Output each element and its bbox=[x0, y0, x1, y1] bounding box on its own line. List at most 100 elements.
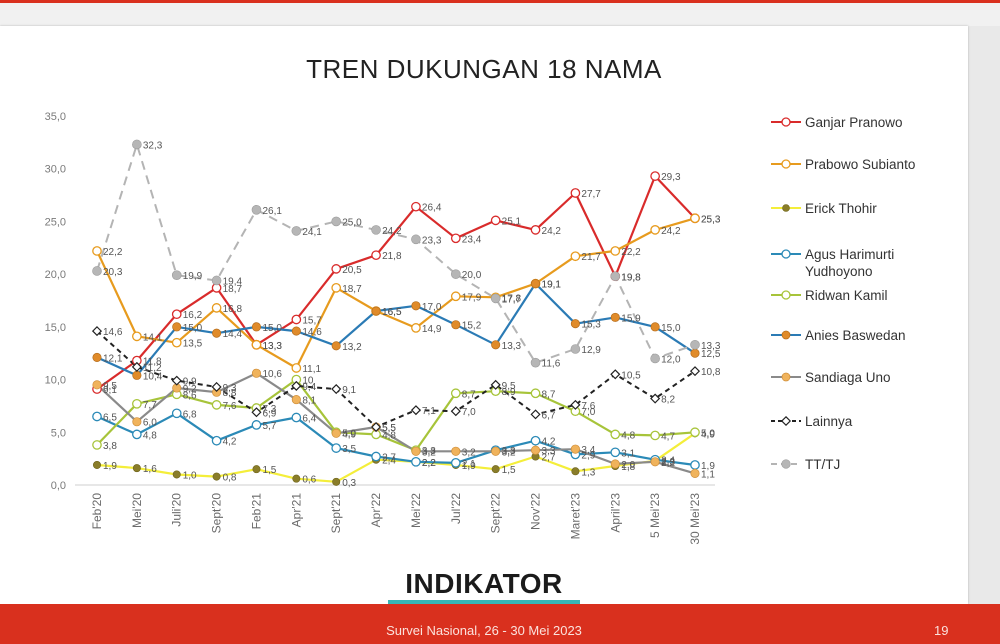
y-tick-label: 30,0 bbox=[45, 164, 66, 176]
series-point-1 bbox=[411, 323, 421, 333]
data-label-1: 24,2 bbox=[661, 226, 681, 237]
x-tick-label: Mei'22 bbox=[409, 493, 423, 528]
data-label-5: 13,2 bbox=[342, 342, 362, 353]
series-point-5 bbox=[251, 322, 262, 332]
series-point-4 bbox=[530, 388, 541, 399]
series-point-6 bbox=[451, 446, 461, 456]
data-label-3: 2,9 bbox=[581, 450, 595, 461]
series-point-6 bbox=[331, 428, 341, 438]
data-label-5: 15,0 bbox=[661, 323, 681, 334]
data-label-3: 4,8 bbox=[143, 430, 157, 441]
data-label-6: 3,3 bbox=[542, 446, 556, 457]
data-label-4: 5,0 bbox=[701, 428, 715, 439]
y-tick-label: 35,0 bbox=[45, 111, 66, 123]
data-label-7: 6,9 bbox=[262, 408, 276, 419]
data-label-6: 10,6 bbox=[262, 369, 282, 380]
data-label-7: 9,4 bbox=[302, 382, 316, 393]
x-tick-label: Feb'20 bbox=[90, 493, 104, 530]
data-label-4: 7,0 bbox=[581, 407, 595, 418]
x-tick-label: 30 Mei'23 bbox=[688, 493, 702, 545]
series-point-8 bbox=[610, 271, 621, 282]
series-point-7 bbox=[450, 406, 461, 417]
legend-marker-2 bbox=[782, 204, 790, 212]
y-tick-label: 5,0 bbox=[51, 427, 66, 439]
data-label-3: 6,4 bbox=[302, 414, 316, 425]
data-label-6: 9,2 bbox=[183, 384, 197, 395]
series-point-0 bbox=[450, 233, 461, 244]
series-point-5 bbox=[570, 319, 580, 329]
data-label-2: 1,9 bbox=[103, 461, 117, 472]
series-point-3 bbox=[411, 456, 421, 467]
series-point-4 bbox=[650, 430, 660, 441]
series-point-6 bbox=[530, 445, 541, 455]
series-point-3 bbox=[371, 451, 381, 462]
data-label-6: 3,2 bbox=[422, 447, 436, 458]
data-label-3: 2,1 bbox=[462, 459, 476, 470]
data-label-8: 19,4 bbox=[223, 276, 243, 287]
data-label-2: 1,6 bbox=[143, 464, 157, 475]
series-point-0 bbox=[331, 264, 342, 274]
x-tick-label: Feb'21 bbox=[249, 493, 263, 530]
footer-text: Survei Nasional, 26 - 30 Mei 2023 bbox=[386, 623, 582, 638]
data-label-6: 9,5 bbox=[103, 381, 117, 392]
data-label-7: 14,6 bbox=[103, 327, 123, 338]
data-label-5: 15,0 bbox=[183, 323, 203, 334]
y-tick-label: 0,0 bbox=[51, 480, 66, 492]
data-label-2: 1,0 bbox=[183, 470, 197, 481]
data-label-4: 3,3 bbox=[422, 446, 436, 457]
y-tick-label: 10,0 bbox=[45, 375, 66, 387]
data-label-2: 0,3 bbox=[342, 478, 356, 489]
data-label-8: 26,1 bbox=[262, 206, 282, 217]
series-point-3 bbox=[450, 458, 461, 468]
series-line-5 bbox=[96, 282, 696, 377]
data-label-7: 10,8 bbox=[701, 367, 721, 378]
data-label-1: 19,1 bbox=[542, 280, 562, 291]
data-label-7: 9,5 bbox=[502, 381, 516, 392]
data-label-7: 5,5 bbox=[382, 423, 396, 434]
x-tick-label: April'23 bbox=[608, 493, 622, 533]
data-label-1: 25,3 bbox=[701, 214, 721, 225]
legend-label-6: Sandiaga Uno bbox=[805, 370, 891, 385]
series-point-1 bbox=[690, 213, 700, 224]
legend-label-1: Prabowo Subianto bbox=[805, 157, 915, 172]
data-label-4: 7,3 bbox=[262, 404, 276, 415]
data-label-4: 7,7 bbox=[143, 400, 157, 411]
series-point-7 bbox=[91, 326, 103, 337]
series-line-8 bbox=[96, 143, 696, 364]
data-label-7: 8,2 bbox=[661, 395, 675, 406]
data-label-6: 4,9 bbox=[342, 429, 356, 440]
data-label-2: 1,5 bbox=[262, 465, 276, 476]
series-point-0 bbox=[490, 215, 501, 226]
data-label-2: 2,7 bbox=[542, 453, 556, 464]
series-point-8 bbox=[371, 225, 381, 235]
series-point-8 bbox=[570, 344, 581, 354]
data-label-0: 21,8 bbox=[382, 251, 402, 262]
series-point-7 bbox=[650, 393, 661, 404]
series-point-6 bbox=[291, 395, 301, 405]
data-label-8: 32,3 bbox=[143, 140, 163, 151]
legend-label-3: Yudhoyono bbox=[805, 264, 873, 279]
series-point-1 bbox=[251, 339, 262, 350]
legend-marker-1 bbox=[781, 159, 791, 169]
series-point-4 bbox=[211, 400, 222, 410]
series-point-6 bbox=[570, 444, 580, 454]
data-label-1: 18,7 bbox=[342, 284, 362, 295]
series-point-7 bbox=[251, 407, 262, 418]
data-label-6: 6,0 bbox=[143, 418, 157, 429]
series-point-3 bbox=[530, 435, 541, 446]
series-point-7 bbox=[410, 405, 421, 416]
data-label-3: 6,5 bbox=[103, 412, 117, 423]
data-label-0: 27,7 bbox=[581, 189, 601, 200]
series-point-3 bbox=[251, 420, 262, 430]
data-label-8: 20,0 bbox=[462, 270, 482, 281]
legend-marker-0 bbox=[781, 117, 791, 127]
series-point-3 bbox=[690, 460, 700, 470]
series-point-1 bbox=[450, 291, 461, 302]
series-point-8 bbox=[530, 357, 541, 368]
data-label-7: 7,1 bbox=[422, 406, 436, 417]
series-point-4 bbox=[450, 388, 461, 399]
legend-marker-6 bbox=[781, 372, 791, 382]
series-point-0 bbox=[570, 188, 581, 198]
data-label-0: 16,2 bbox=[183, 310, 203, 321]
data-label-3: 5,7 bbox=[262, 421, 276, 432]
